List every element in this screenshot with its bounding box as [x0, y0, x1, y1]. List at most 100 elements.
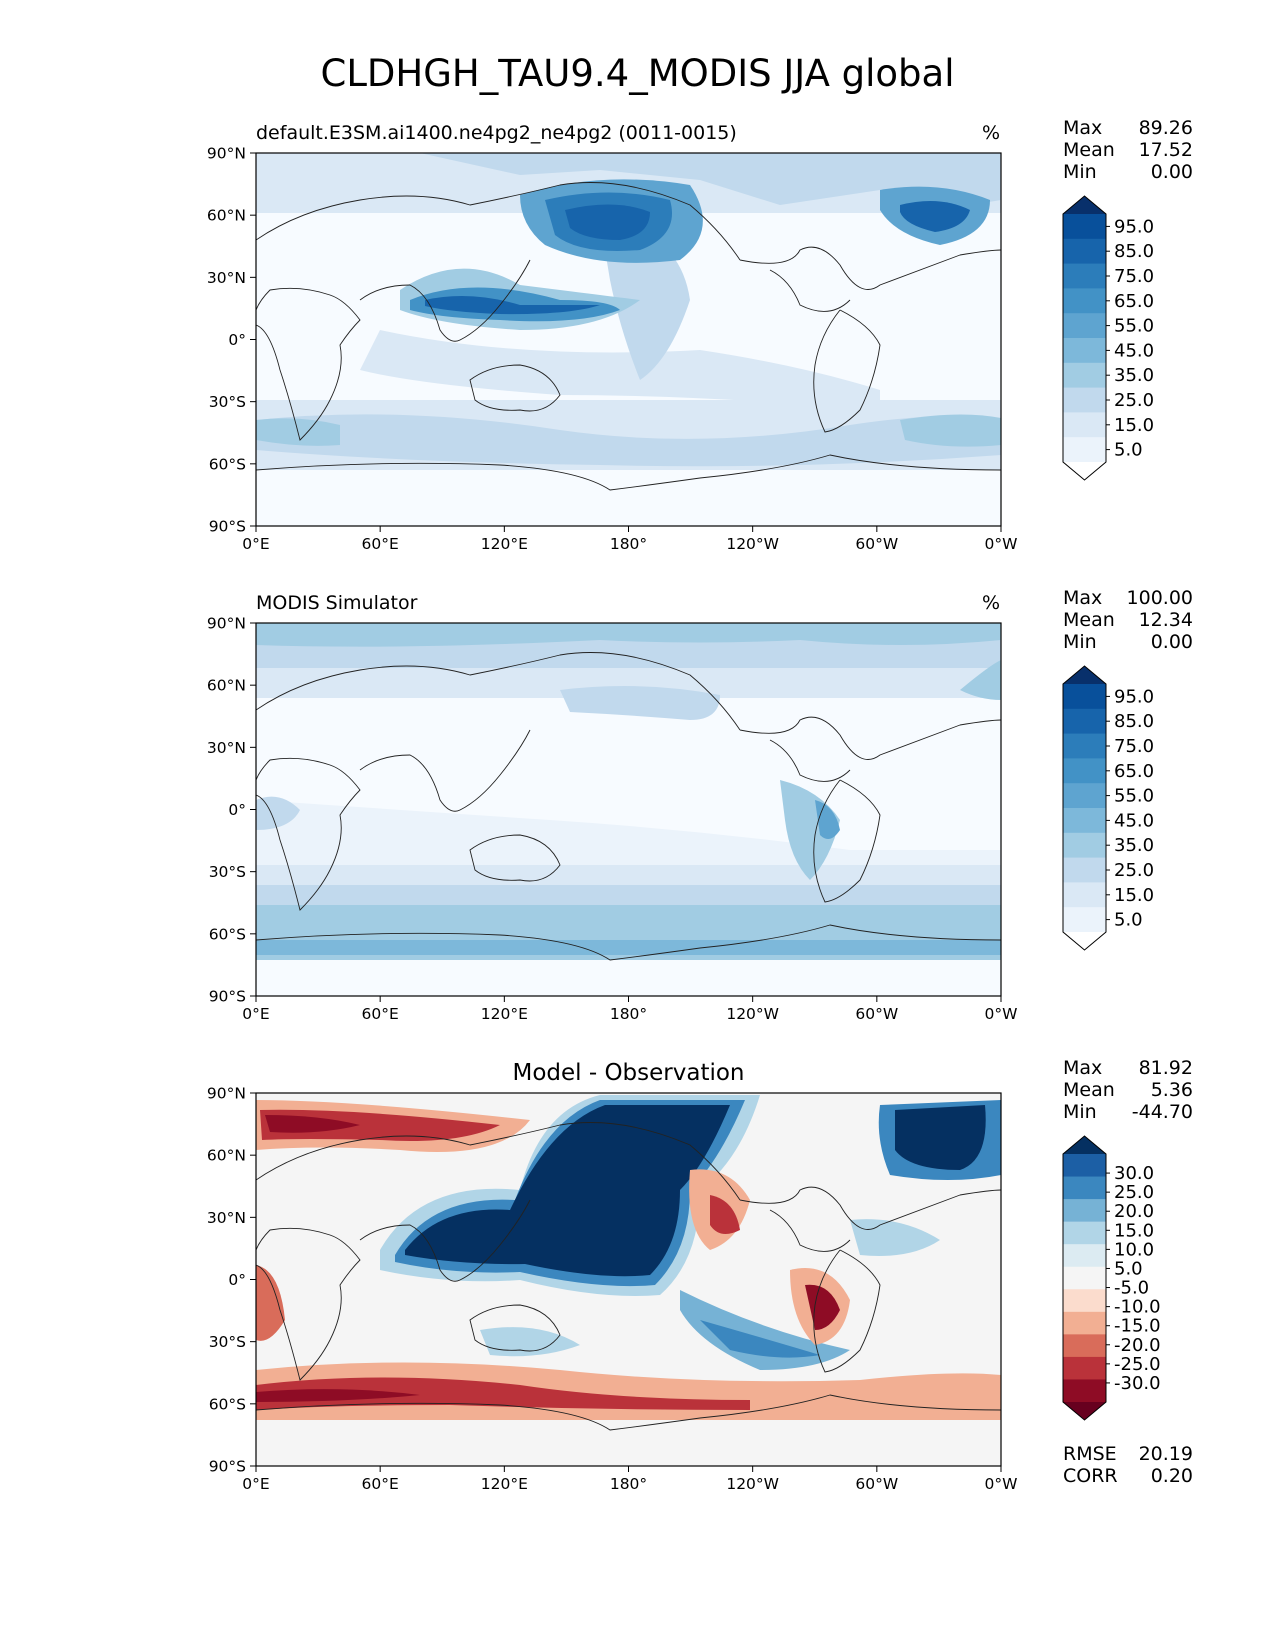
colorbar-tick-label: 15.0	[1114, 1220, 1154, 1241]
stat-max-label: Max	[1063, 587, 1103, 609]
colorbar-segment	[1063, 1334, 1106, 1358]
colorbar-test: 95.0 85.0 75.0 65.0 55.0 45.0 35.0 25.0 15.0 5.0	[1062, 195, 1154, 481]
colorbar-segment	[1063, 263, 1106, 289]
colorbar-segment	[1063, 1154, 1106, 1178]
lon-axis: 0°E 60°E 120°E 180° 120°W 60°W 0°W	[242, 996, 1017, 1023]
contour-field	[256, 1095, 1001, 1466]
lat-tick-label: 0°	[228, 331, 246, 349]
colorbar-tick-label: -15.0	[1114, 1316, 1161, 1337]
colorbar-segment	[1063, 313, 1106, 339]
colorbar-tick-label: 25.0	[1114, 860, 1154, 881]
stat-max-value: 89.26	[1138, 117, 1193, 139]
panel-ref-stats: Max 100.00 Mean 12.34 Min 0.00	[1063, 587, 1193, 653]
lat-tick-label: 60°S	[209, 1395, 246, 1413]
colorbar-tick-label: -30.0	[1114, 1373, 1161, 1394]
panel-test-stats: Max 89.26 Mean 17.52 Min 0.00	[1063, 117, 1193, 183]
lon-tick-label: 120°E	[481, 1475, 528, 1493]
colorbar-segment	[1063, 437, 1106, 463]
lon-tick-label: 0°W	[985, 1475, 1018, 1493]
colorbar-tick-label: 65.0	[1114, 291, 1154, 312]
colorbar-tick-label: 75.0	[1114, 736, 1154, 757]
stat-min-value: 0.00	[1150, 161, 1193, 183]
colorbar-tick-label: 15.0	[1114, 415, 1154, 436]
lon-tick-label: 120°E	[481, 535, 528, 553]
stat-mean-label: Mean	[1063, 609, 1115, 631]
colorbar-tick-label: 35.0	[1114, 835, 1154, 856]
lat-tick-label: 30°N	[207, 269, 246, 287]
stat-min-value: 0.00	[1150, 631, 1193, 653]
colorbar-segment	[1063, 1379, 1106, 1403]
lon-tick-label: 180°	[610, 1475, 647, 1493]
colorbar-tick-label: 85.0	[1114, 711, 1154, 732]
lat-tick-label: 90°S	[209, 1458, 246, 1476]
stat-max-label: Max	[1063, 117, 1103, 139]
lon-tick-label: 60°E	[362, 1475, 399, 1493]
colorbar-segment	[1063, 288, 1106, 314]
map-diff: 90°N 60°N 30°N 0° 30°S 60°S 90°S 0°E 60°E 120°E 1…	[207, 1085, 1161, 1494]
colorbar-tick-label: 25.0	[1114, 390, 1154, 411]
lat-tick-label: 30°S	[209, 1333, 246, 1351]
colorbar-tick-label: -5.0	[1114, 1278, 1149, 1299]
panel-diff: Model - Observation Max 81.92 Mean 5.36 Mi…	[0, 0, 1275, 1493]
colorbar-tick-label: -20.0	[1114, 1335, 1161, 1356]
lon-tick-label: 0°W	[985, 1005, 1018, 1023]
colorbar-segment	[1063, 1199, 1106, 1223]
colorbar-segment	[1063, 783, 1106, 809]
colorbar-tick-label: 45.0	[1114, 340, 1154, 361]
colorbar-segment	[1063, 1356, 1106, 1381]
lat-tick-label: 90°N	[207, 145, 246, 163]
colorbar-tick-label: 25.0	[1114, 1182, 1154, 1203]
colorbar-tick-label: 30.0	[1114, 1163, 1154, 1184]
panel-diff-title: Model - Observation	[512, 1060, 745, 1086]
colorbar-extend-min	[1063, 932, 1106, 950]
colorbar-tick-label: 45.0	[1114, 810, 1154, 831]
lat-tick-label: 30°N	[207, 739, 246, 757]
colorbar-tick-label: 75.0	[1114, 266, 1154, 287]
stat-max-value: 100.00	[1126, 587, 1193, 609]
colorbar-segment	[1063, 387, 1106, 413]
map-ref: 90°N 60°N 30°N 0° 30°S 60°S 90°S 0°E 60°E 120°E 1…	[207, 615, 1154, 1024]
colorbar-segment	[1063, 758, 1106, 784]
stat-corr-label: CORR	[1063, 1465, 1118, 1487]
colorbar-tick-label: 35.0	[1114, 365, 1154, 386]
colorbar-segment	[1063, 1289, 1106, 1313]
lat-tick-label: 90°N	[207, 1085, 246, 1103]
contour-field	[256, 623, 1001, 960]
lon-tick-label: 0°E	[242, 535, 269, 553]
colorbar-segment	[1063, 1221, 1106, 1245]
colorbar-extend-max	[1063, 666, 1106, 684]
colorbar-segment	[1063, 857, 1106, 883]
lat-tick-label: 60°S	[209, 455, 246, 473]
lon-tick-label: 60°W	[855, 1005, 898, 1023]
lon-tick-label: 180°	[610, 1005, 647, 1023]
lon-tick-label: 180°	[610, 535, 647, 553]
stat-mean-label: Mean	[1063, 139, 1115, 161]
contour-field	[256, 153, 1001, 470]
panel-diff-metrics: RMSE 20.19 CORR 0.20	[1063, 1443, 1193, 1487]
colorbar-diff: 30.025.020.015.010.05.0-5.0-10.0-15.0-20…	[1062, 1135, 1161, 1421]
colorbar-tick-label: 20.0	[1114, 1201, 1154, 1222]
colorbar-segment	[1063, 1176, 1106, 1200]
lon-tick-label: 120°W	[726, 535, 779, 553]
colorbar-tick-label: 95.0	[1114, 216, 1154, 237]
colorbar-segment	[1063, 882, 1106, 908]
colorbar-extend-min	[1063, 462, 1106, 480]
lon-tick-label: 120°W	[726, 1005, 779, 1023]
lat-axis: 90°N 60°N 30°N 0° 30°S 60°S 90°S	[207, 145, 256, 536]
lat-tick-label: 90°S	[209, 988, 246, 1006]
stat-min-label: Min	[1063, 631, 1097, 653]
stat-max-value: 81.92	[1138, 1057, 1193, 1079]
colorbar-segment	[1063, 238, 1106, 265]
stat-corr-value: 0.20	[1150, 1465, 1193, 1487]
colorbar-tick-label: 65.0	[1114, 761, 1154, 782]
colorbar-tick-label: 10.0	[1114, 1239, 1154, 1260]
colorbar-segment	[1063, 832, 1106, 859]
stat-rmse-value: 20.19	[1138, 1443, 1193, 1465]
colorbar-segment	[1063, 708, 1106, 735]
map-test: 90°N 60°N 30°N 0° 30°S 60°S 90°S 0°E 60°E 120°E 1…	[207, 145, 1154, 554]
stat-min-label: Min	[1063, 1101, 1097, 1123]
lon-tick-label: 60°W	[855, 535, 898, 553]
colorbar-segment	[1063, 733, 1106, 759]
lon-axis: 0°E 60°E 120°E 180° 120°W 60°W 0°W	[242, 1466, 1017, 1493]
lat-tick-label: 60°N	[207, 1147, 246, 1165]
